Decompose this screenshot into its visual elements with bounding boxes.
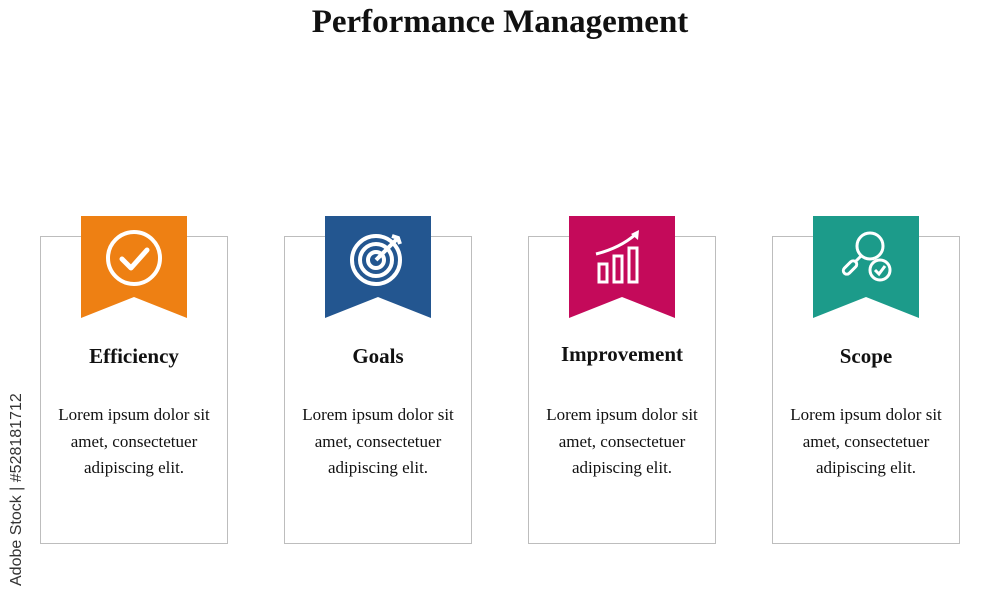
ribbon-efficiency (81, 216, 187, 318)
card-heading: Improvement (560, 342, 684, 366)
card-text: Lorem ipsum dolor sit amet, consectetuer… (58, 405, 210, 477)
ribbon-scope (813, 216, 919, 318)
card-heading: Goals (352, 344, 404, 368)
ribbon-goals (325, 216, 431, 318)
search-check-icon (841, 231, 892, 282)
target-icon (350, 234, 402, 286)
card-heading: Scope (839, 344, 893, 368)
page-title: Performance Management (311, 4, 689, 40)
card-heading: Efficiency (89, 344, 179, 368)
growth-chart-icon (595, 230, 639, 284)
check-circle-icon (106, 230, 162, 286)
watermark: Adobe Stock | #528181712 (8, 393, 25, 586)
ribbon-improvement (569, 216, 675, 318)
card-text: Lorem ipsum dolor sit amet, consectetuer… (546, 405, 698, 477)
card-text: Lorem ipsum dolor sit amet, consectetuer… (302, 405, 454, 477)
card-text: Lorem ipsum dolor sit amet, consectetuer… (790, 405, 942, 477)
